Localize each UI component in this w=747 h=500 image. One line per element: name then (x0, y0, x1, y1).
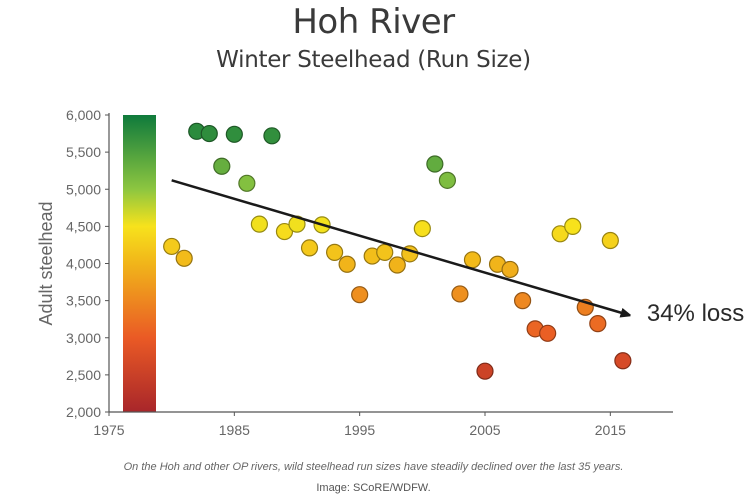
data-point (451, 285, 469, 303)
data-point (300, 239, 319, 257)
data-point (376, 243, 394, 261)
trend-line (171, 179, 623, 313)
data-point (539, 324, 557, 342)
x-tick-label: 2005 (469, 422, 500, 438)
data-point (413, 220, 431, 238)
x-tick-label: 1995 (344, 422, 375, 438)
data-point (463, 251, 482, 269)
data-point (200, 124, 218, 143)
data-point (426, 155, 444, 173)
data-point (476, 362, 494, 380)
data-point (175, 249, 193, 267)
y-tick-label: 5,000 (66, 181, 101, 197)
y-axis-label: Adult steelhead (36, 201, 56, 325)
data-point (388, 256, 406, 274)
data-point (238, 174, 256, 192)
y-tick-label: 3,500 (66, 293, 101, 309)
figure-caption: On the Hoh and other OP rivers, wild ste… (123, 461, 624, 473)
data-point (213, 157, 231, 175)
y-tick-label: 2,000 (66, 404, 101, 420)
data-point (163, 237, 181, 256)
data-point (614, 352, 632, 370)
data-point (250, 215, 268, 233)
x-tick-label: 2015 (595, 422, 626, 438)
data-point (589, 315, 607, 333)
data-point (513, 292, 532, 310)
data-point (326, 243, 344, 261)
scatter-chart: 2,000 2,500 3,000 3,500 4,000 4,500 5,000 5,500… (36, 107, 744, 438)
image-credit: Image: SCoRE/WDFW. (316, 482, 431, 494)
axes: 2,000 2,500 3,000 3,500 4,000 4,500 5,000 5,500… (66, 107, 673, 438)
x-tick-label: 1985 (219, 422, 250, 438)
y-tick-label: 4,500 (66, 218, 101, 234)
data-point (225, 125, 243, 143)
data-point (501, 260, 519, 279)
data-point (601, 231, 619, 250)
y-tick-label: 5,500 (66, 144, 101, 160)
data-point (351, 286, 369, 304)
y-tick-label: 3,000 (66, 330, 101, 346)
y-tick-label: 2,500 (66, 367, 101, 383)
data-point (551, 225, 569, 243)
data-point (275, 222, 294, 241)
chart-title: Hoh River (292, 2, 455, 42)
data-point (338, 255, 356, 273)
color-scale-bar (123, 115, 156, 412)
data-point (564, 217, 582, 235)
x-tick-label: 1975 (93, 422, 124, 438)
y-tick-label: 4,000 (66, 256, 101, 272)
data-point (263, 127, 281, 145)
data-point (438, 171, 456, 189)
data-points (163, 122, 632, 380)
trend-annotation: 34% loss (647, 300, 744, 327)
chart-subtitle: Winter Steelhead (Run Size) (216, 47, 531, 73)
y-tick-label: 6,000 (66, 107, 101, 123)
